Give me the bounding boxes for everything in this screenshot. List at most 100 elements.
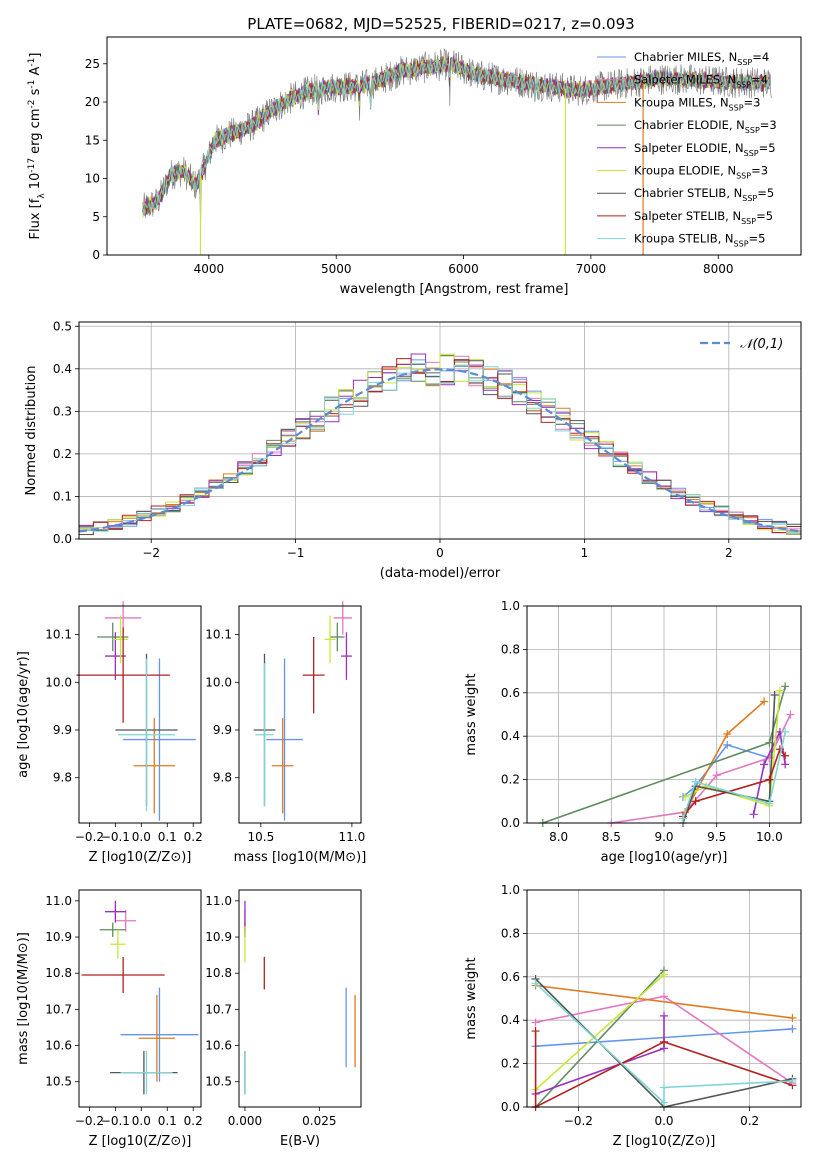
- y-tick-label: 0.3: [53, 404, 72, 418]
- y-tick-label: 25: [85, 57, 100, 71]
- x-tick-label: −0.1: [101, 830, 130, 844]
- y-tick-label: 0: [92, 248, 100, 262]
- legend-label: Salpeter ELODIE, NSSP​=5: [634, 141, 776, 158]
- y-tick-label: 10.8: [205, 966, 232, 980]
- weight-marker: [531, 1027, 540, 1036]
- y-axis-label: age [log10(age/yr)]: [16, 651, 31, 778]
- y-tick-label: 10: [85, 172, 100, 186]
- errorbar-salpeter-stelib: [76, 627, 170, 723]
- weight-line-chabrier-stelib: [682, 694, 776, 824]
- x-tick-label: 8000: [703, 262, 734, 276]
- weight-marker: [775, 686, 784, 695]
- errorbar-salpeter-elodie: [340, 632, 352, 680]
- weight-marker: [660, 970, 668, 979]
- plot-frame: [78, 605, 202, 824]
- x-tick-label: 8.5: [602, 830, 621, 844]
- model-spectrum-kroupa-stelib: [142, 57, 770, 217]
- x-tick-label: 11.0: [339, 830, 366, 844]
- legend-label: Kroupa ELODIE, NSSP​=3: [634, 164, 768, 181]
- weight-marker: [770, 690, 779, 699]
- residual-histogram-panel: −2 −1 0 1 2 0.0 0.1 0.2 0.3 0.4 0.5 (data-model)/er…: [24, 319, 802, 581]
- weight-line-kroupa-miles: [535, 984, 793, 1019]
- x-tick-label: 0.000: [228, 1114, 262, 1128]
- weight-marker: [531, 1018, 540, 1027]
- errorbar-salpeter-miles: [333, 601, 352, 635]
- y-tick-label: 20: [85, 95, 100, 109]
- y-tick-label: 0.1: [53, 489, 72, 503]
- errorbar-kroupa-miles: [138, 994, 176, 1082]
- spectrum-legend: Chabrier MILES, NSSP​=4 Salpeter MILES, N…: [597, 50, 777, 249]
- legend-label: Chabrier MILES, NSSP​=4: [634, 50, 769, 67]
- errorbar-salpeter-elodie: [104, 900, 126, 923]
- y-tick-label: 11.0: [205, 894, 232, 908]
- weight-marker: [691, 777, 700, 786]
- legend-label: Chabrier STELIB, NSSP​=5: [634, 186, 774, 203]
- weight-marker: [788, 1014, 797, 1023]
- x-axis-label: E(B-V): [280, 1134, 320, 1149]
- weight-marker: [765, 775, 774, 784]
- y-tick-label: 10.7: [205, 1002, 232, 1016]
- weight-line-chabrier-miles: [682, 743, 770, 798]
- x-tick-label: 4000: [194, 262, 225, 276]
- x-axis-label: (data-model)/error: [380, 566, 501, 581]
- y-axis-label: Flux [fλ​ 10-17​ erg cm-2​ s-1​ A-1​]: [27, 53, 47, 240]
- x-tick-label: 6000: [448, 262, 479, 276]
- weight-marker: [788, 1024, 797, 1033]
- age-vs-metallicity-panel: −0.2−0.1 0.0 0.1 0.2 9.8 9.9 10.0 10.1 Z [log10(…: [16, 601, 203, 865]
- errorbar-chabrier-miles: [266, 658, 303, 821]
- x-tick-label: 9.5: [707, 830, 726, 844]
- weight-marker: [775, 745, 784, 754]
- legend-label: Kroupa MILES, NSSP​=3: [634, 95, 760, 112]
- x-tick-label: 0.0: [132, 1114, 151, 1128]
- x-axis-label: Z [log10(Z/Z⊙)]: [89, 1134, 192, 1149]
- x-tick-label: 2: [725, 546, 733, 560]
- plot-frame: [526, 889, 802, 1108]
- weight-marker: [786, 710, 795, 719]
- legend-label: Kroupa STELIB, NSSP​=5: [634, 232, 765, 249]
- x-tick-label: 5000: [321, 262, 352, 276]
- weight-marker: [781, 727, 790, 736]
- x-axis-label: wavelength [Angstrom, rest frame]: [340, 282, 569, 297]
- normal-curve: [78, 368, 802, 533]
- errorbar-kroupa-elodie: [110, 929, 126, 959]
- spectrum-panel: 4000 5000 6000 7000 8000 0 5 10 15 20 25 wavelength…: [27, 36, 802, 297]
- y-tick-label: 10.0: [205, 675, 232, 689]
- y-tick-label: 9.9: [213, 723, 232, 737]
- weight-marker: [765, 799, 774, 808]
- y-tick-label: 0.0: [501, 1100, 520, 1114]
- x-tick-label: 7000: [576, 262, 607, 276]
- y-tick-label: 1.0: [501, 883, 520, 897]
- weight-marker: [760, 697, 769, 706]
- y-tick-label: 0.8: [501, 642, 520, 656]
- y-tick-label: 0.8: [501, 926, 520, 940]
- weight-marker: [681, 792, 690, 801]
- x-tick-label: −2: [142, 546, 160, 560]
- y-axis-label: mass [log10(M/M⊙)]: [16, 932, 31, 1065]
- y-tick-label: 0.6: [501, 686, 520, 700]
- y-tick-label: 10.9: [205, 930, 232, 944]
- weight-vs-age-panel: 8.0 8.5 9.0 9.5 10.0 0.0 0.2 0.4 0.6 0.8 1.0 age [l…: [464, 599, 802, 865]
- weight-marker: [660, 1098, 668, 1107]
- errorbar-kroupa-miles: [133, 718, 176, 814]
- x-tick-label: 8.0: [549, 830, 568, 844]
- plot-frame: [106, 36, 802, 256]
- legend-label: Salpeter MILES, NSSP​=4: [634, 73, 768, 90]
- model-spectrum-salpeter-stelib: [142, 57, 770, 215]
- y-tick-label: 9.8: [213, 771, 232, 785]
- y-axis-label: Normed distribution: [24, 366, 39, 496]
- y-tick-label: 0.6: [501, 970, 520, 984]
- errorbar-salpeter-stelib: [302, 637, 325, 714]
- y-tick-label: 0.2: [501, 773, 520, 787]
- errorbar-kroupa-elodie: [324, 615, 336, 664]
- y-tick-label: 10.5: [45, 1075, 72, 1089]
- x-tick-label: 0.2: [740, 1114, 759, 1128]
- y-tick-label: 10.5: [205, 1075, 232, 1089]
- errorbar-salpeter-stelib: [81, 956, 165, 994]
- weight-marker: [531, 979, 540, 988]
- plot-frame: [238, 605, 362, 824]
- y-tick-label: 15: [85, 133, 100, 147]
- y-tick-label: 5: [92, 210, 100, 224]
- weight-marker: [723, 730, 732, 739]
- y-tick-label: 11.0: [45, 894, 72, 908]
